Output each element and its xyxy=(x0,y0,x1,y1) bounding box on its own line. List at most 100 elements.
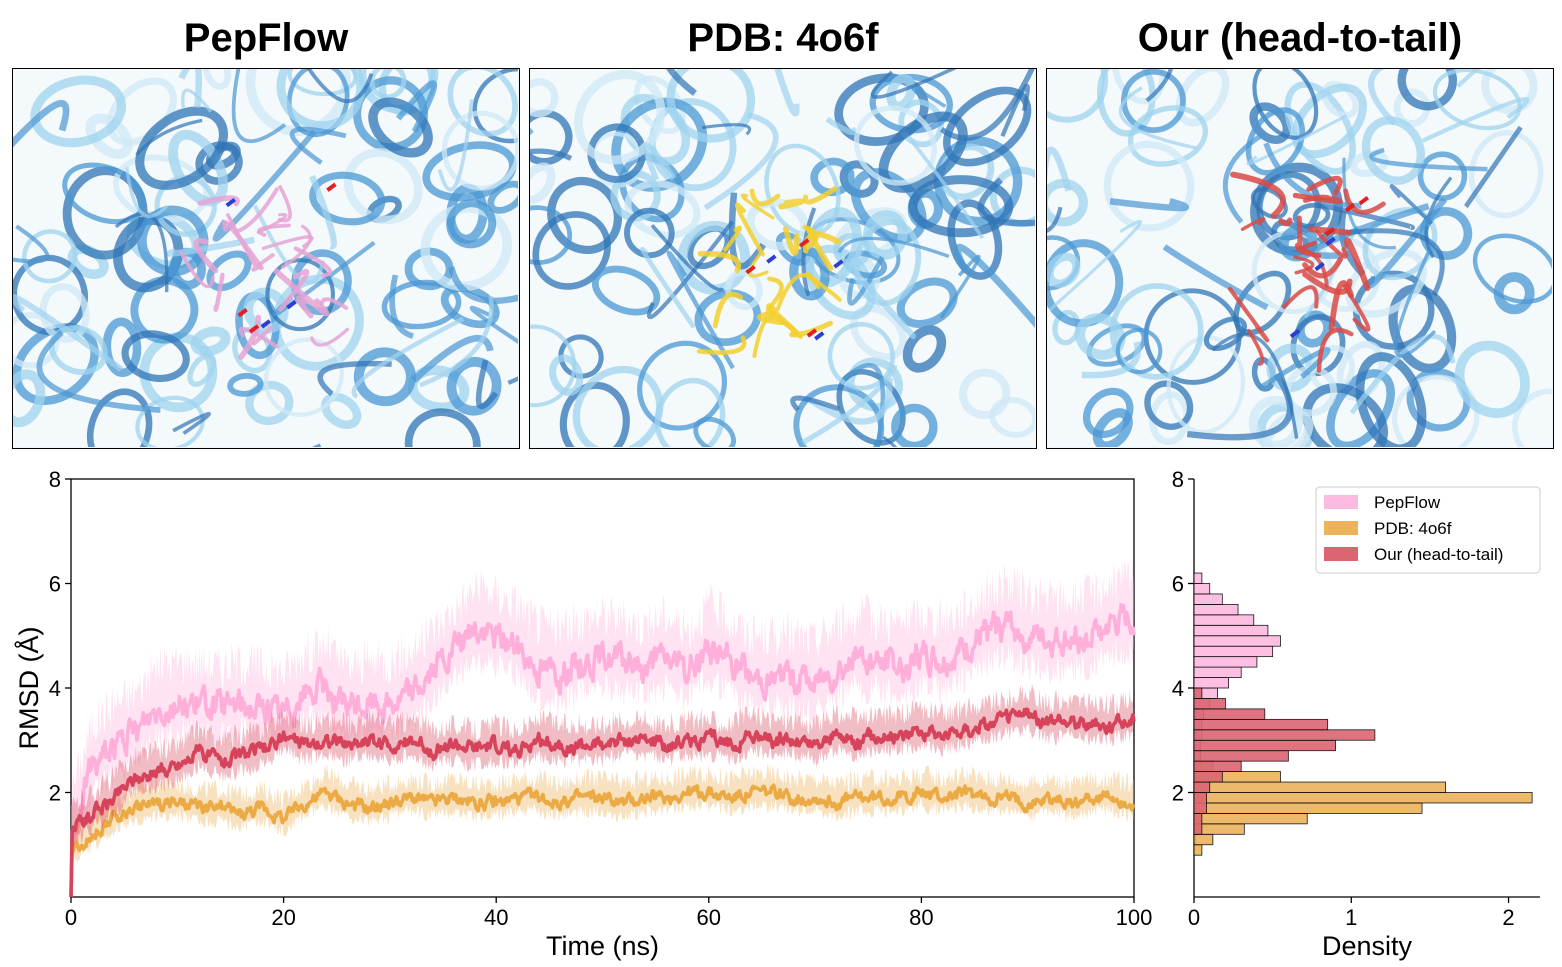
hist-bar xyxy=(1193,593,1223,605)
loop-strand xyxy=(1118,86,1198,150)
loop-strand xyxy=(306,69,374,104)
helix-coil xyxy=(202,69,232,90)
helix-coil xyxy=(1121,69,1186,134)
y-axis-label: RMSD (Å) xyxy=(13,627,44,750)
helix-coil xyxy=(1292,202,1331,229)
loop-strand xyxy=(1367,197,1448,289)
helix-coil xyxy=(369,69,407,100)
helix-coil xyxy=(321,392,362,430)
hist-bar xyxy=(1193,677,1229,689)
helix-coil xyxy=(441,110,518,191)
loop-strand xyxy=(954,243,1035,328)
loop-strand xyxy=(395,80,438,133)
band-0 xyxy=(71,559,1134,870)
loop-strand xyxy=(1047,206,1063,233)
helix-coil xyxy=(343,148,423,225)
hist-y-tick-label: 8 xyxy=(1172,467,1184,492)
hist-bar xyxy=(1193,813,1308,825)
helix-coil xyxy=(1512,388,1552,447)
legend-label: Our (head-to-tail) xyxy=(1374,545,1503,564)
loop-strand xyxy=(125,166,169,218)
series-line-0 xyxy=(69,602,1136,898)
helix-coil xyxy=(1047,239,1124,328)
helix-coil xyxy=(276,69,365,131)
legend-label: PDB: 4o6f xyxy=(1374,519,1452,538)
helix-coil xyxy=(353,347,416,407)
helix-coil xyxy=(1109,283,1204,380)
hist-bar xyxy=(1193,666,1242,678)
helix-coil xyxy=(420,203,512,292)
hist-bar xyxy=(1193,708,1266,720)
legend: PepFlow PDB: 4o6f Our (head-to-tail) xyxy=(1315,486,1541,574)
hist-x-tick-label: 0 xyxy=(1188,905,1200,930)
hist-bar xyxy=(1193,771,1223,783)
x-tick-label: 80 xyxy=(909,905,933,930)
hist-x-tick-label: 2 xyxy=(1502,905,1514,930)
helix-coil xyxy=(263,337,344,417)
loop-strand xyxy=(870,69,957,99)
helix-coil xyxy=(1417,151,1468,201)
helix-coil xyxy=(530,162,556,205)
helix-coil xyxy=(446,199,497,249)
loop-strand xyxy=(911,86,947,108)
panel-title-pepflow: PepFlow xyxy=(183,16,349,60)
loop-strand xyxy=(1369,147,1488,172)
loop-strand xyxy=(650,224,725,292)
loop-strand xyxy=(1081,341,1142,379)
loop-strand xyxy=(701,123,752,136)
loop-strand xyxy=(841,363,886,447)
loop-strand xyxy=(1109,197,1189,212)
hist-bar xyxy=(1193,760,1242,773)
loop-strand xyxy=(1263,142,1362,209)
helix-coil xyxy=(624,180,701,239)
helix-coil xyxy=(530,324,577,408)
hist-x-tick-label: 1 xyxy=(1345,905,1357,930)
loop-strand xyxy=(36,330,161,413)
helix-coil xyxy=(62,162,146,225)
hist-bar xyxy=(1193,833,1214,846)
x-tick-label: 40 xyxy=(484,905,508,930)
loop-strand xyxy=(841,258,916,339)
loop-strand xyxy=(825,116,857,136)
loop-strand xyxy=(253,204,326,285)
helix-coil xyxy=(1166,335,1246,435)
loop-strand xyxy=(1303,224,1359,318)
helix-coil xyxy=(1143,288,1242,385)
loop-strand xyxy=(530,148,573,161)
helix-coil xyxy=(694,289,762,346)
helix-coil xyxy=(902,325,947,373)
rmsd-density-plot: 0 1 2 2 4 6 8 Density PepFlow PDB: 4o6f Our (head-… xyxy=(1172,467,1541,961)
loop-strand xyxy=(640,246,696,329)
hist-bar xyxy=(1193,813,1203,835)
loop-strand xyxy=(939,69,1035,141)
legend-swatch xyxy=(1324,547,1358,561)
helix-coil xyxy=(693,416,736,447)
loop-strand xyxy=(178,69,203,108)
band-2 xyxy=(71,684,1134,850)
structure-image-ours xyxy=(1046,68,1554,449)
helix-coil xyxy=(654,377,726,447)
loop-strand xyxy=(1162,244,1269,311)
loop-strand xyxy=(351,316,465,399)
x-tick-label: 60 xyxy=(697,905,721,930)
legend-swatch xyxy=(1324,521,1358,535)
loop-strand xyxy=(1349,333,1456,415)
helix-coil xyxy=(947,199,1003,280)
x-axis-label: Time (ns) xyxy=(546,931,659,961)
helix-coil xyxy=(154,175,217,237)
helix-coil xyxy=(827,321,895,391)
helix-coil xyxy=(13,312,60,369)
loop-strand xyxy=(13,100,70,148)
helix-coil xyxy=(559,381,630,447)
legend-swatch xyxy=(1324,495,1358,509)
hist-x-axis-label: Density xyxy=(1322,931,1413,961)
loop-strand xyxy=(847,255,885,306)
loop-strand xyxy=(647,220,734,320)
hist-series-2 xyxy=(1193,687,1376,835)
loop-strand xyxy=(666,69,697,96)
helix-coil xyxy=(1047,252,1081,288)
hist-bar xyxy=(1193,729,1376,741)
legend-label: PepFlow xyxy=(1374,493,1441,512)
helix-coil xyxy=(1245,107,1306,176)
loop-strand xyxy=(1048,219,1142,311)
